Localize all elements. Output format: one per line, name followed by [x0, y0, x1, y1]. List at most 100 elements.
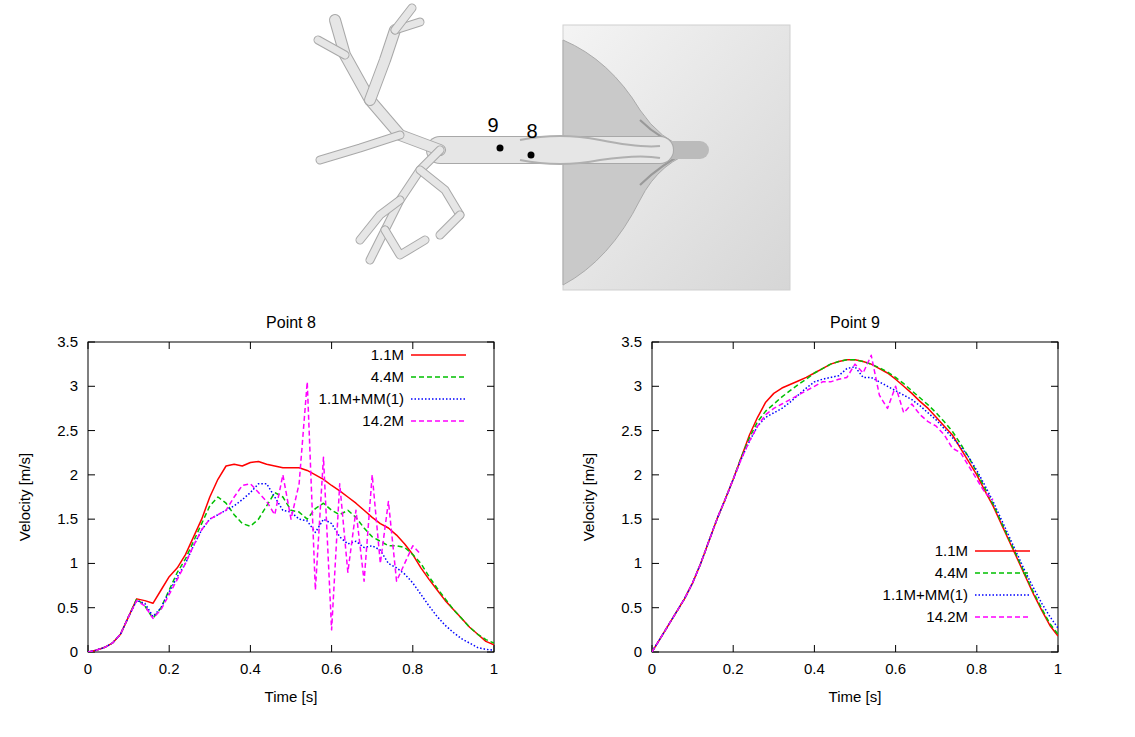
vessel-outline [318, 40, 345, 55]
y-tick [652, 386, 659, 387]
legend-label: 1.1M [935, 542, 968, 559]
legend-swatch [411, 354, 466, 356]
x-tick-label: 0.4 [240, 660, 261, 677]
y-tick-label: 1.5 [57, 510, 78, 527]
series-lines [652, 355, 1058, 652]
y-tick-mirror [1051, 519, 1058, 520]
probe-point [528, 152, 535, 159]
vessel [370, 30, 395, 100]
x-tick [895, 645, 896, 652]
series-line [88, 382, 421, 652]
legend: 1.1M 4.4M 1.1M+MM(1) 14.2M [319, 346, 466, 429]
series-line [652, 360, 1058, 652]
y-tick-label: 3.5 [57, 333, 78, 350]
y-tick [88, 474, 95, 475]
legend-label: 14.2M [926, 608, 968, 625]
vessel [318, 40, 345, 55]
probe-label: 8 [526, 120, 537, 142]
x-tick [733, 645, 734, 652]
y-tick-label: 2 [634, 466, 642, 483]
y-tick [652, 607, 659, 608]
x-tick-label: 0.4 [804, 660, 825, 677]
y-tick [652, 563, 659, 564]
legend-label: 1.1M+MM(1) [883, 586, 968, 603]
vessel-outline [385, 230, 425, 255]
x-tick [814, 645, 815, 652]
y-tick [652, 474, 659, 475]
series-lines [88, 382, 494, 652]
y-tick-label: 1 [634, 554, 642, 571]
series-line [652, 360, 1058, 652]
x-tick-label: 0.8 [966, 660, 987, 677]
y-tick-mirror [1051, 563, 1058, 564]
vessel [420, 170, 460, 215]
probe-label: 9 [487, 114, 498, 136]
x-tick-mirror [250, 342, 251, 349]
y-axis-title: Velocity [m/s] [16, 453, 33, 541]
chart-title: Point 9 [830, 314, 880, 331]
vessel-outline [440, 136, 660, 164]
y-tick [88, 563, 95, 564]
legend-label: 14.2M [362, 412, 404, 429]
x-tick-mirror [976, 342, 977, 349]
y-tick [88, 386, 95, 387]
vessel-texture [520, 136, 660, 164]
y-tick-label: 3.5 [621, 333, 642, 350]
legend-label: 1.1M [371, 346, 404, 363]
x-tick [331, 645, 332, 652]
probe-point [497, 145, 504, 152]
y-tick-label: 0.5 [621, 599, 642, 616]
y-tick-mirror [1051, 430, 1058, 431]
x-tick-mirror [814, 342, 815, 349]
y-tick-label: 2.5 [621, 422, 642, 439]
series-line [88, 484, 494, 652]
x-tick-mirror [169, 342, 170, 349]
y-tick-mirror [487, 430, 494, 431]
x-tick [976, 645, 977, 652]
plot-frame [88, 342, 494, 652]
plot-frame [652, 342, 1058, 652]
y-tick-mirror [487, 519, 494, 520]
vessel-outline [440, 215, 460, 235]
x-tick-label: 1 [490, 660, 498, 677]
series-line [652, 355, 993, 652]
vessel [385, 230, 425, 255]
vessel [440, 137, 660, 163]
y-tick [88, 519, 95, 520]
vessel [395, 8, 412, 30]
x-tick-label: 0.8 [402, 660, 423, 677]
y-tick-label: 3 [634, 377, 642, 394]
cone-tip [670, 141, 700, 159]
x-tick-label: 0.2 [723, 660, 744, 677]
y-tick-mirror [1051, 474, 1058, 475]
x-tick [169, 645, 170, 652]
y-tick [88, 430, 95, 431]
x-tick-label: 1 [1054, 660, 1062, 677]
y-tick-label: 1.5 [621, 510, 642, 527]
y-tick-mirror [487, 563, 494, 564]
vessel-outline [420, 170, 460, 215]
series-line [652, 367, 1058, 652]
x-tick-label: 0.2 [159, 660, 180, 677]
x-axis-title: Time [s] [265, 688, 318, 705]
legend-label: 4.4M [371, 368, 404, 385]
legend-swatch [411, 398, 466, 400]
legend-swatch [975, 572, 1030, 574]
y-tick-mirror [487, 386, 494, 387]
y-tick [652, 519, 659, 520]
x-axis-title: Time [s] [829, 688, 882, 705]
chart-panel: Point 800.20.40.60.8100.511.522.533.5Tim… [16, 314, 498, 705]
legend-label: 1.1M+MM(1) [319, 390, 404, 407]
y-tick-mirror [487, 474, 494, 475]
vessel-outline [395, 8, 412, 30]
x-tick-label: 0.6 [321, 660, 342, 677]
series-line [88, 462, 494, 652]
x-tick-mirror [895, 342, 896, 349]
legend-swatch [975, 550, 1030, 552]
vessel-outline [320, 135, 400, 160]
x-tick [250, 645, 251, 652]
chart-panel: Point 900.20.40.60.8100.511.522.533.5Tim… [580, 314, 1062, 705]
legend-swatch [975, 616, 1030, 618]
vessel-illustration: 98 [318, 8, 790, 290]
x-tick-mirror [412, 342, 413, 349]
